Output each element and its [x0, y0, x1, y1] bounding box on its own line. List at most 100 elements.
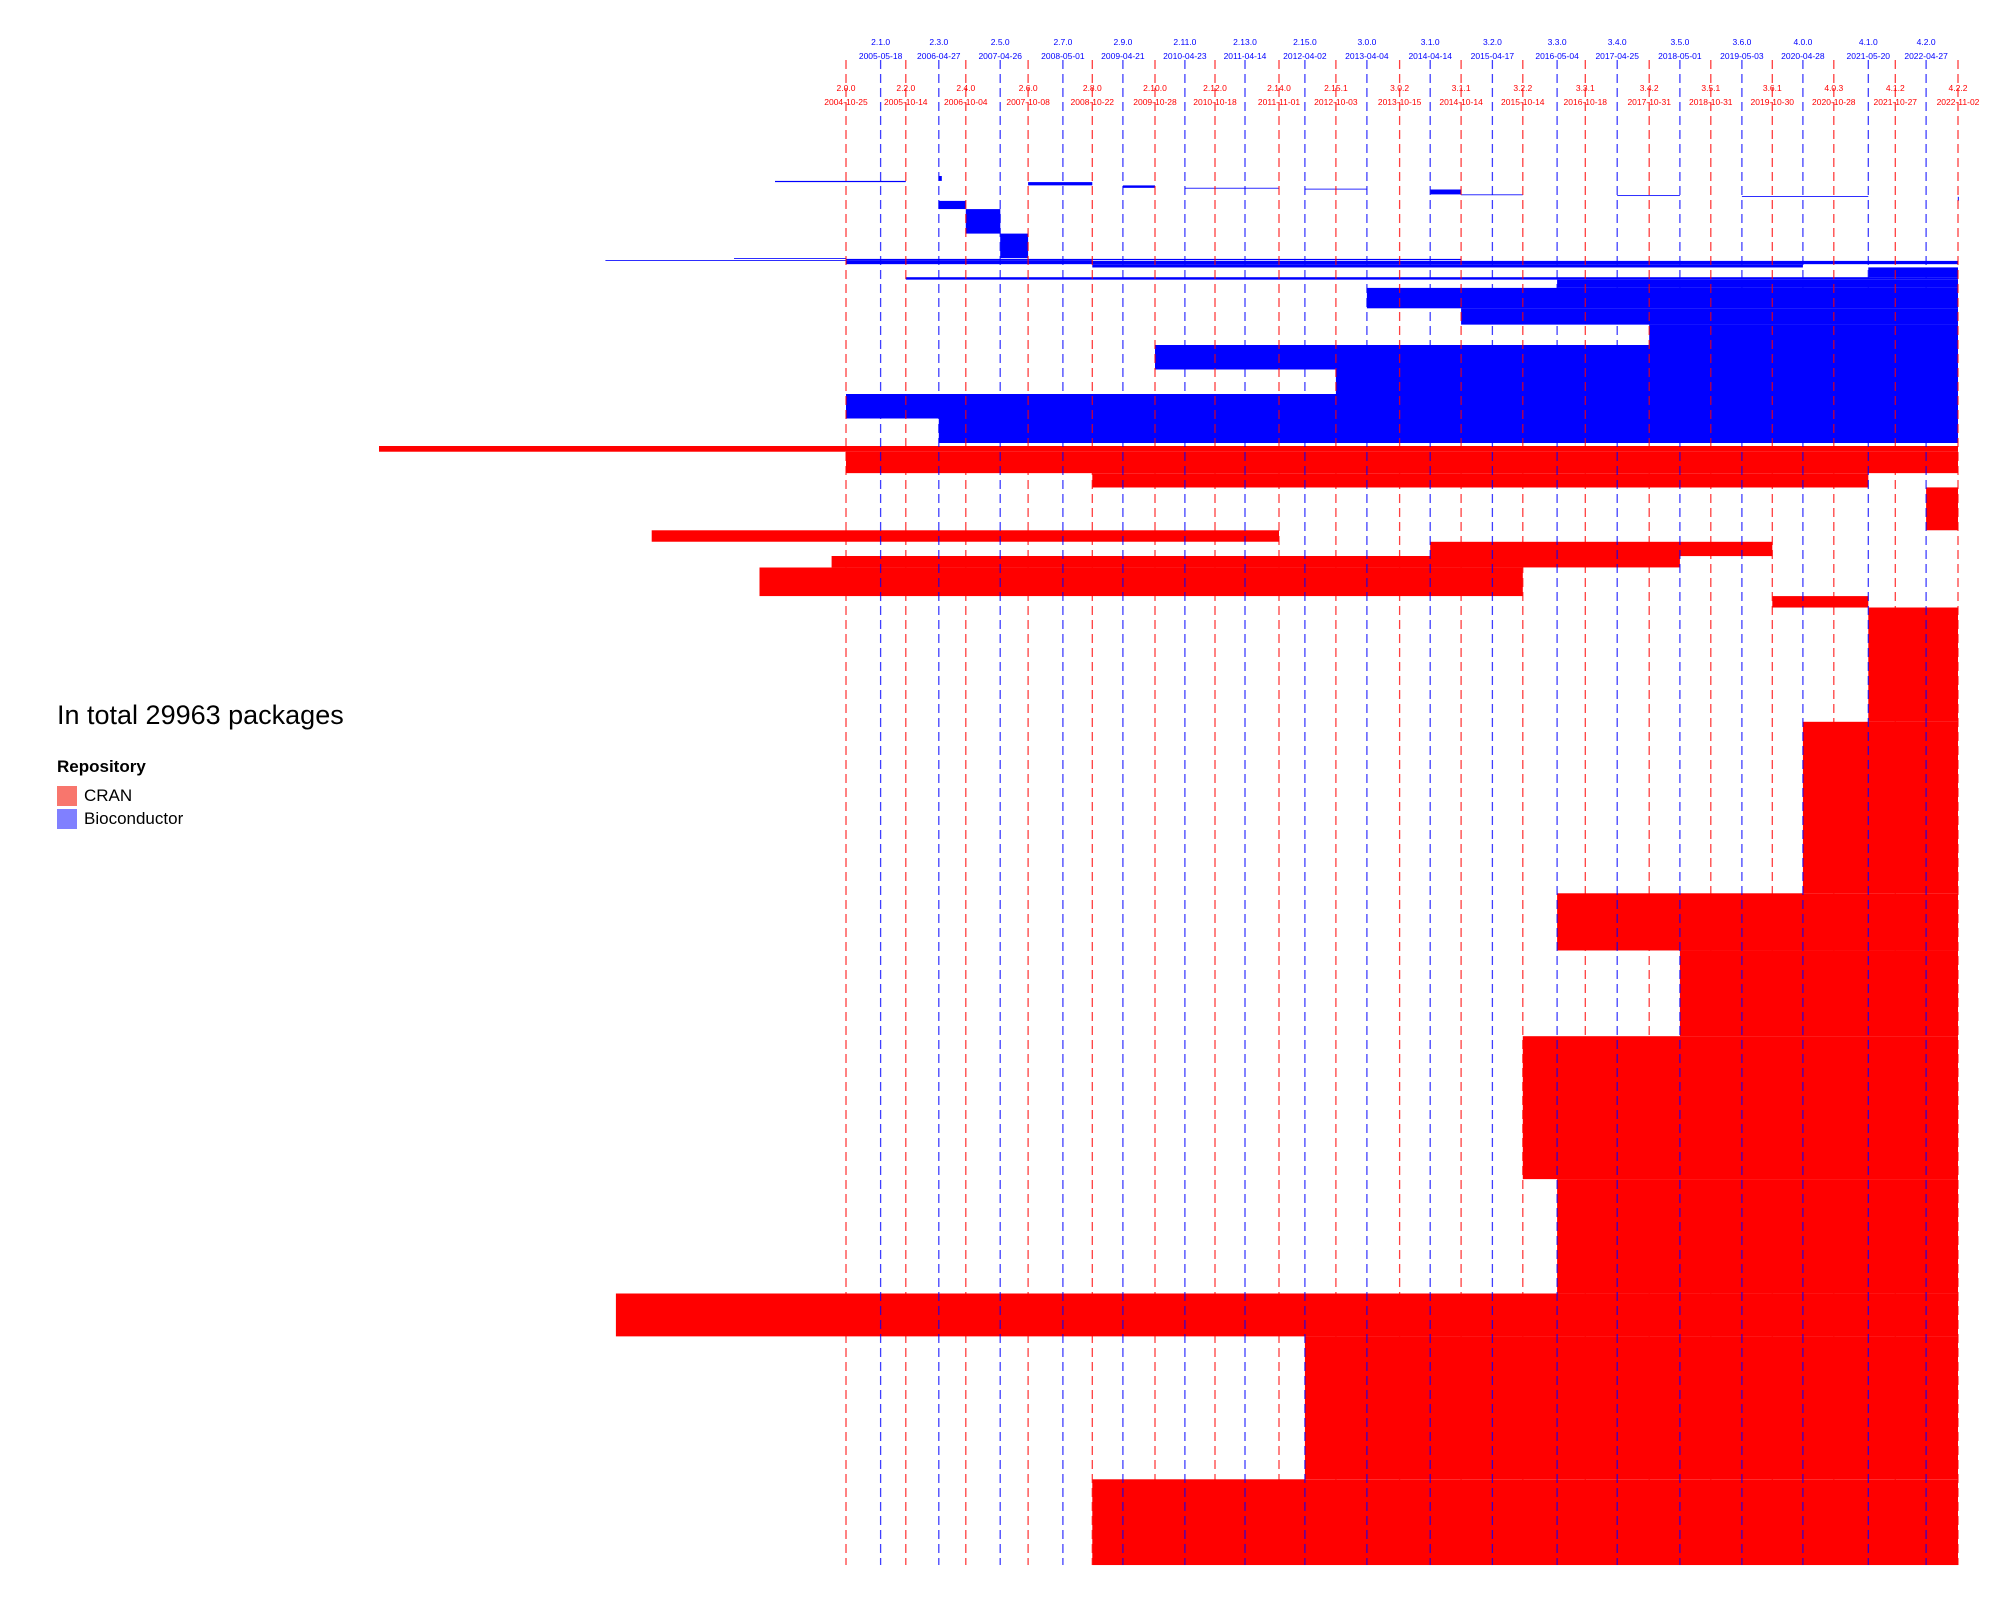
cran-band-9	[1868, 607, 1958, 722]
bioconductor-band-17	[846, 260, 1958, 265]
cran-band-2	[1092, 473, 1869, 488]
bottom-release-version-6: 2.12.0	[1203, 83, 1227, 93]
bioconductor-band-15	[846, 258, 1462, 261]
bottom-release-version-16: 4.0.3	[1824, 83, 1843, 93]
bottom-release-date-15: 2019-10-30	[1751, 97, 1795, 107]
bioconductor-band-28	[938, 418, 1958, 443]
top-release-version-0: 2.1.0	[871, 37, 890, 47]
bottom-release-version-12: 3.3.1	[1576, 83, 1595, 93]
top-release-date-8: 2013-04-04	[1345, 51, 1389, 61]
top-release-date-5: 2010-04-23	[1163, 51, 1207, 61]
top-release-version-7: 2.15.0	[1293, 37, 1317, 47]
bottom-release-date-4: 2008-10-22	[1071, 97, 1115, 107]
bioconductor-band-11	[938, 200, 966, 210]
top-release-version-12: 3.4.0	[1608, 37, 1627, 47]
bottom-release-version-4: 2.8.0	[1083, 83, 1102, 93]
bioconductor-band-20	[905, 277, 1958, 280]
bottom-release-date-3: 2007-10-08	[1006, 97, 1050, 107]
cran-band-17	[1092, 1479, 1958, 1566]
bioconductor-band-22	[1366, 287, 1958, 309]
top-release-version-17: 4.2.0	[1917, 37, 1936, 47]
bioconductor-band-27	[846, 394, 1958, 419]
cran-band-11	[1557, 893, 1958, 951]
bottom-release-date-14: 2018-10-31	[1689, 97, 1733, 107]
bioconductor-band-18	[1092, 264, 1803, 268]
bioconductor-band-1	[775, 180, 906, 183]
top-release-version-9: 3.1.0	[1421, 37, 1440, 47]
top-release-date-17: 2022-04-27	[1904, 51, 1948, 61]
bottom-release-date-1: 2005-10-14	[884, 97, 928, 107]
cran-band-15	[615, 1293, 1958, 1337]
cran-band-12	[1679, 950, 1958, 1037]
total-packages-text: In total 29963 packages	[57, 700, 344, 730]
bioconductor-band-26	[1335, 369, 1958, 394]
top-release-date-12: 2017-04-25	[1595, 51, 1639, 61]
bioconductor-band-14	[734, 258, 846, 259]
bioconductor-band-23	[1461, 308, 1958, 325]
top-release-date-14: 2019-05-03	[1720, 51, 1764, 61]
bottom-release-date-18: 2022-11-02	[1937, 97, 1980, 107]
legend: In total 29963 packages Repository CRAN …	[57, 700, 344, 830]
bioconductor-band-21	[1557, 279, 1958, 288]
top-release-date-6: 2011-04-14	[1224, 51, 1267, 61]
legend-item-bioconductor: Bioconductor	[57, 807, 344, 830]
bottom-release-version-2: 2.4.0	[956, 83, 975, 93]
legend-item-cran: CRAN	[57, 784, 344, 807]
bioconductor-band-16	[605, 260, 1093, 261]
cran-band-1	[846, 451, 1958, 474]
top-release-date-11: 2016-05-04	[1535, 51, 1579, 61]
top-release-date-1: 2006-04-27	[917, 51, 961, 61]
release-labels: 2.0.0 2004-10-25 2.2.0 2005-10-14 2.4.0 2006-…	[824, 37, 1979, 107]
top-release-date-0: 2005-05-18	[859, 51, 903, 61]
bioconductor-band-24	[1649, 324, 1958, 346]
top-release-version-15: 4.0.0	[1793, 37, 1812, 47]
top-release-date-10: 2015-04-17	[1471, 51, 1515, 61]
top-release-version-16: 4.1.0	[1859, 37, 1878, 47]
bioconductor-band-2	[1028, 182, 1093, 186]
top-release-version-8: 3.0.0	[1357, 37, 1376, 47]
bottom-release-version-0: 2.0.0	[837, 83, 856, 93]
top-release-version-6: 2.13.0	[1233, 37, 1257, 47]
top-release-version-5: 2.11.0	[1173, 37, 1196, 47]
cran-band-10	[1802, 721, 1958, 894]
bottom-release-version-7: 2.14.0	[1267, 83, 1291, 93]
legend-label-bioconductor: Bioconductor	[84, 808, 184, 828]
top-release-version-14: 3.6.0	[1732, 37, 1751, 47]
bottom-release-version-9: 3.0.2	[1390, 83, 1409, 93]
top-release-version-2: 2.5.0	[991, 37, 1010, 47]
bottom-release-date-13: 2017-10-31	[1627, 97, 1671, 107]
bottom-release-date-12: 2016-10-18	[1564, 97, 1608, 107]
bioconductor-band-0	[938, 176, 942, 181]
bottom-release-date-8: 2012-10-03	[1314, 97, 1358, 107]
bottom-release-date-9: 2013-10-15	[1378, 97, 1422, 107]
bioconductor-band-12	[965, 209, 1001, 234]
cran-band-8	[1772, 596, 1869, 608]
top-release-date-4: 2009-04-21	[1101, 51, 1145, 61]
top-release-version-1: 2.3.0	[929, 37, 948, 47]
cran-band-3	[1926, 487, 1958, 531]
cran-band-13	[1522, 1036, 1958, 1180]
release-lines	[845, 60, 1959, 1565]
bottom-release-version-1: 2.2.0	[896, 83, 915, 93]
top-release-date-13: 2018-05-01	[1658, 51, 1702, 61]
bioconductor-band-10	[1957, 196, 1959, 201]
bottom-release-version-15: 3.6.1	[1763, 83, 1782, 93]
cran-band-14	[1557, 1179, 1958, 1294]
legend-label-cran: CRAN	[84, 785, 133, 805]
top-release-version-13: 3.5.0	[1670, 37, 1689, 47]
top-release-date-2: 2007-04-26	[978, 51, 1022, 61]
top-release-version-3: 2.7.0	[1053, 37, 1072, 47]
top-release-date-15: 2020-04-28	[1781, 51, 1825, 61]
bottom-release-date-11: 2015-10-14	[1501, 97, 1545, 107]
cran-band-7	[759, 567, 1523, 597]
cran-band-0	[379, 446, 1958, 452]
bottom-release-date-7: 2011-11-01	[1258, 97, 1300, 107]
bioconductor-band-3	[1122, 185, 1155, 188]
bioconductor-band-8	[1617, 195, 1680, 197]
bioconductor-band-19	[1868, 267, 1958, 278]
bottom-release-version-14: 3.5.1	[1701, 83, 1720, 93]
bottom-release-date-2: 2006-10-04	[944, 97, 988, 107]
bottom-release-date-16: 2020-10-28	[1812, 97, 1856, 107]
top-release-date-3: 2008-05-01	[1041, 51, 1085, 61]
